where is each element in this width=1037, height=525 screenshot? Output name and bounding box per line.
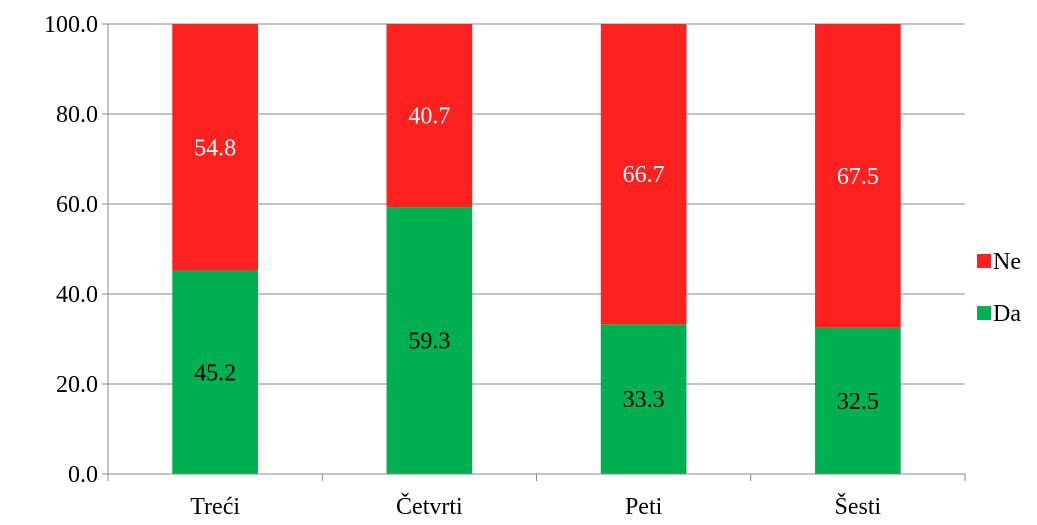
data-label-da-1: 59.3	[408, 329, 450, 355]
data-labels: 45.2 54.8 59.3 40.7 33.3 66.7 32.5 67.5	[194, 104, 879, 415]
legend-swatch-da	[977, 306, 991, 320]
x-tick-label: Šesti	[835, 493, 882, 520]
y-tick-label: 80.0	[56, 102, 98, 128]
bar-da-2	[600, 324, 687, 474]
bar-ne-1	[386, 24, 473, 208]
bar-ne-2	[600, 24, 687, 325]
y-tick-labels: 0.0 20.0 40.0 60.0 80.0 100.0	[44, 12, 98, 488]
legend-swatch-ne	[977, 254, 991, 268]
bar-da-0	[172, 270, 258, 474]
bar-ne-3	[815, 24, 901, 328]
data-label-ne-2: 66.7	[623, 162, 665, 188]
data-label-da-2: 33.3	[623, 387, 665, 413]
data-label-da-3: 32.5	[837, 389, 879, 415]
legend-label-da: Da	[993, 301, 1021, 327]
data-label-ne-1: 40.7	[408, 104, 450, 130]
x-tick-label: Peti	[625, 494, 663, 520]
y-tick-label: 100.0	[44, 12, 98, 38]
x-tick-label: Četvrti	[396, 493, 463, 520]
data-label-da-0: 45.2	[194, 360, 236, 386]
bar-stacks	[172, 24, 901, 474]
data-label-ne-0: 54.8	[194, 135, 236, 161]
x-tick-label: Treći	[190, 494, 240, 520]
y-tick-label: 60.0	[56, 192, 98, 218]
axes	[102, 23, 966, 481]
legend: Ne Da	[977, 249, 1021, 327]
bar-da-3	[815, 327, 901, 474]
y-tick-label: 20.0	[56, 372, 98, 398]
data-label-ne-3: 67.5	[837, 164, 879, 190]
bar-ne-0	[172, 24, 258, 271]
legend-label-ne: Ne	[993, 249, 1021, 275]
y-tick-label: 40.0	[56, 282, 98, 308]
x-tick-labels: Treći Četvrti Peti Šesti	[190, 493, 881, 520]
bar-da-1	[386, 207, 473, 474]
y-tick-label: 0.0	[68, 462, 98, 488]
